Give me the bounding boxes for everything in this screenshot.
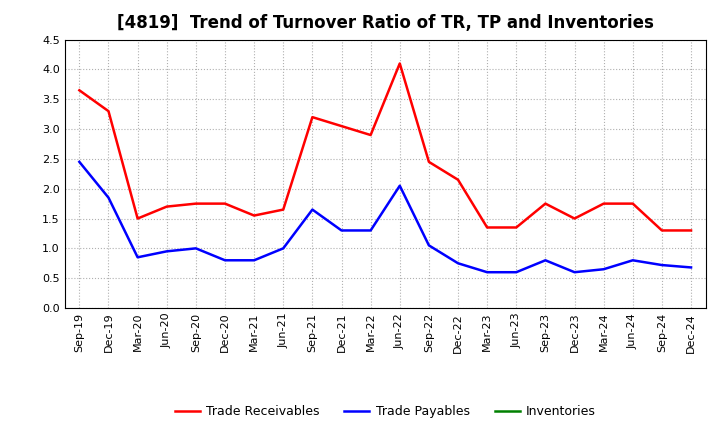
Line: Trade Receivables: Trade Receivables — [79, 63, 691, 231]
Trade Receivables — [483, 225, 492, 230]
Trade Payables — [104, 195, 113, 200]
Trade Receivables — [133, 216, 142, 221]
Title: [4819]  Trend of Turnover Ratio of TR, TP and Inventories: [4819] Trend of Turnover Ratio of TR, TP… — [117, 15, 654, 33]
Trade Receivables — [75, 88, 84, 93]
Trade Receivables — [599, 201, 608, 206]
Trade Payables — [75, 159, 84, 165]
Trade Payables — [337, 228, 346, 233]
Trade Payables — [483, 270, 492, 275]
Line: Trade Payables: Trade Payables — [79, 162, 691, 272]
Trade Receivables — [687, 228, 696, 233]
Trade Receivables — [366, 132, 375, 138]
Trade Payables — [425, 243, 433, 248]
Trade Payables — [250, 258, 258, 263]
Trade Payables — [687, 265, 696, 270]
Trade Receivables — [395, 61, 404, 66]
Trade Payables — [599, 267, 608, 272]
Trade Payables — [192, 246, 200, 251]
Trade Payables — [454, 260, 462, 266]
Trade Payables — [366, 228, 375, 233]
Trade Receivables — [279, 207, 287, 212]
Trade Payables — [395, 183, 404, 188]
Trade Payables — [133, 255, 142, 260]
Trade Receivables — [250, 213, 258, 218]
Trade Payables — [657, 262, 666, 268]
Trade Receivables — [629, 201, 637, 206]
Trade Payables — [512, 270, 521, 275]
Trade Receivables — [308, 114, 317, 120]
Trade Payables — [220, 258, 229, 263]
Trade Receivables — [454, 177, 462, 183]
Trade Payables — [570, 270, 579, 275]
Trade Receivables — [657, 228, 666, 233]
Trade Payables — [308, 207, 317, 212]
Trade Receivables — [570, 216, 579, 221]
Trade Payables — [541, 258, 550, 263]
Trade Receivables — [337, 124, 346, 129]
Trade Receivables — [192, 201, 200, 206]
Trade Receivables — [541, 201, 550, 206]
Trade Receivables — [163, 204, 171, 209]
Trade Receivables — [104, 109, 113, 114]
Trade Receivables — [512, 225, 521, 230]
Trade Payables — [279, 246, 287, 251]
Trade Receivables — [425, 159, 433, 165]
Trade Payables — [629, 258, 637, 263]
Legend: Trade Receivables, Trade Payables, Inventories: Trade Receivables, Trade Payables, Inven… — [170, 400, 600, 423]
Trade Payables — [163, 249, 171, 254]
Trade Receivables — [220, 201, 229, 206]
